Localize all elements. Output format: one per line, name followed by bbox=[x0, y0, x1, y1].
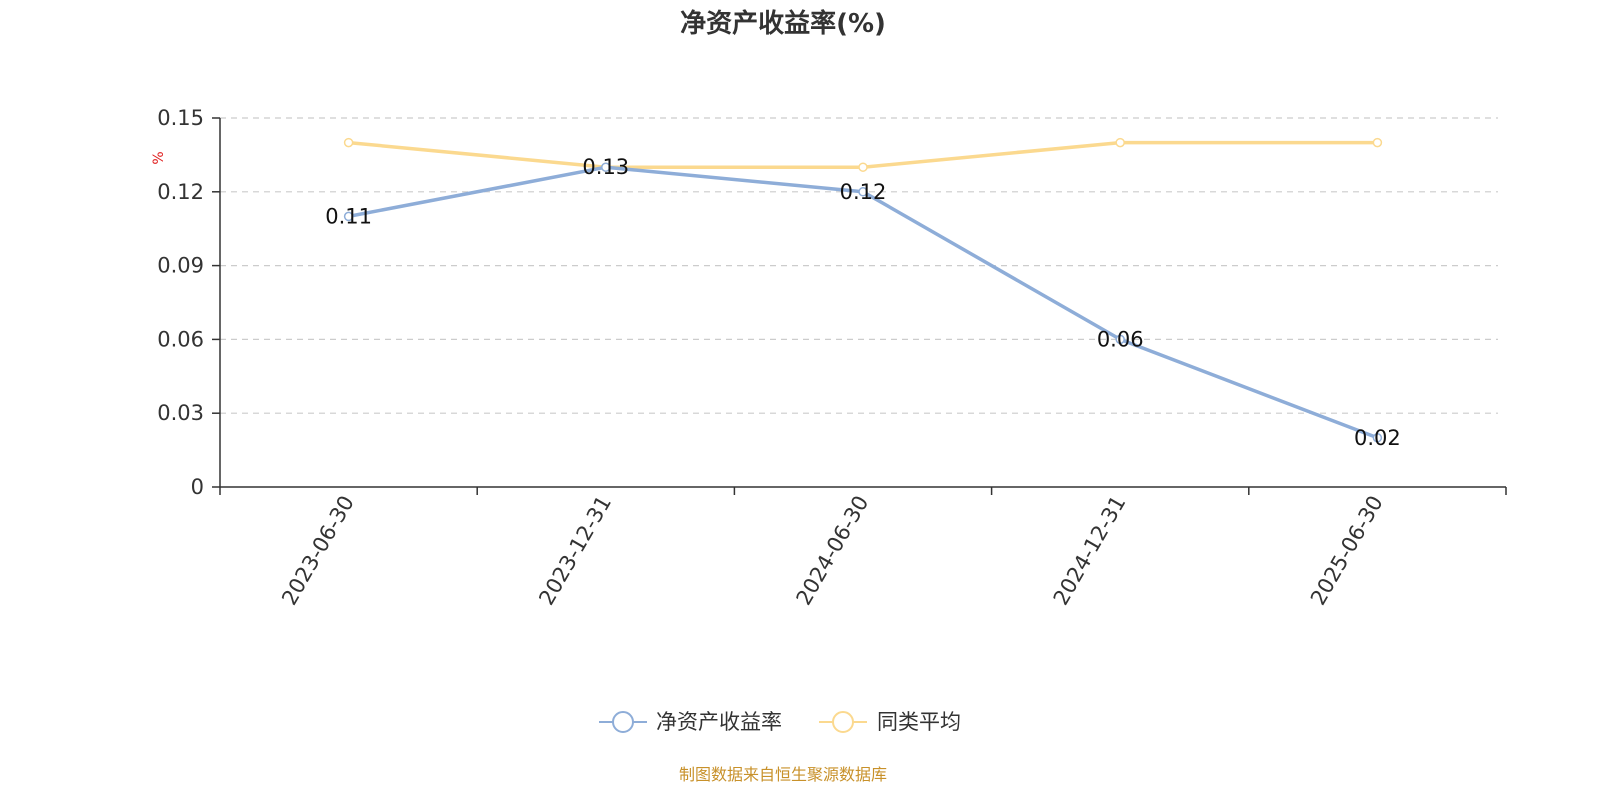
axes bbox=[219, 118, 1506, 488]
data-point bbox=[1115, 137, 1125, 148]
x-tick-label: 2024-12-31 bbox=[1049, 492, 1131, 610]
data-label: 0.02 bbox=[1354, 426, 1401, 450]
grid-lines bbox=[220, 117, 1498, 414]
data-point bbox=[1372, 433, 1383, 443]
data-labels: 0.11 0.13 0.12 0.06 0.02 bbox=[325, 155, 1401, 450]
source-note: 制图数据来自恒生聚源数据库 bbox=[679, 765, 887, 784]
series-lines bbox=[343, 137, 1383, 443]
legend-marker-roe bbox=[612, 711, 634, 733]
legend-item-peer-average[interactable]: 同类平均 bbox=[819, 710, 961, 734]
legend-marker-peer-average bbox=[832, 711, 854, 733]
y-tick-label: 0 bbox=[191, 475, 204, 499]
legend-item-roe[interactable]: 净资产收益率 bbox=[599, 710, 782, 734]
data-point bbox=[601, 162, 611, 172]
data-point bbox=[858, 162, 868, 172]
chart-title: 净资产收益率(%) bbox=[680, 8, 886, 39]
data-point bbox=[1372, 137, 1383, 148]
y-tick-label: 0.06 bbox=[157, 327, 204, 351]
data-point bbox=[343, 137, 354, 148]
x-axis-ticks: 2023-06-30 2023-12-31 2024-06-30 2024-12-31… bbox=[219, 487, 1507, 610]
data-point bbox=[858, 187, 868, 197]
x-tick-label: 2023-06-30 bbox=[277, 492, 359, 610]
legend-label-peer-average: 同类平均 bbox=[877, 710, 961, 734]
series-line-0 bbox=[346, 165, 1380, 440]
y-axis-label: % bbox=[151, 151, 167, 164]
x-tick-label: 2023-12-31 bbox=[534, 492, 616, 610]
y-tick-label: 0.15 bbox=[157, 106, 204, 130]
data-label: 0.12 bbox=[840, 180, 887, 204]
y-axis-ticks: 0 0.03 0.06 0.09 0.12 0.15 bbox=[157, 106, 220, 499]
data-point bbox=[1115, 334, 1125, 345]
y-tick-label: 0.09 bbox=[157, 254, 204, 278]
data-label: 0.11 bbox=[325, 204, 372, 228]
y-tick-label: 0.12 bbox=[157, 180, 204, 204]
legend[interactable]: 净资产收益率 同类平均 bbox=[599, 710, 961, 734]
legend-label-roe: 净资产收益率 bbox=[656, 710, 782, 734]
data-label: 0.13 bbox=[582, 155, 629, 179]
y-tick-label: 0.03 bbox=[157, 401, 204, 425]
data-point bbox=[343, 211, 354, 222]
x-tick-label: 2024-06-30 bbox=[792, 492, 874, 610]
data-label: 0.06 bbox=[1097, 327, 1144, 351]
x-tick-label: 2025-06-30 bbox=[1306, 492, 1388, 610]
